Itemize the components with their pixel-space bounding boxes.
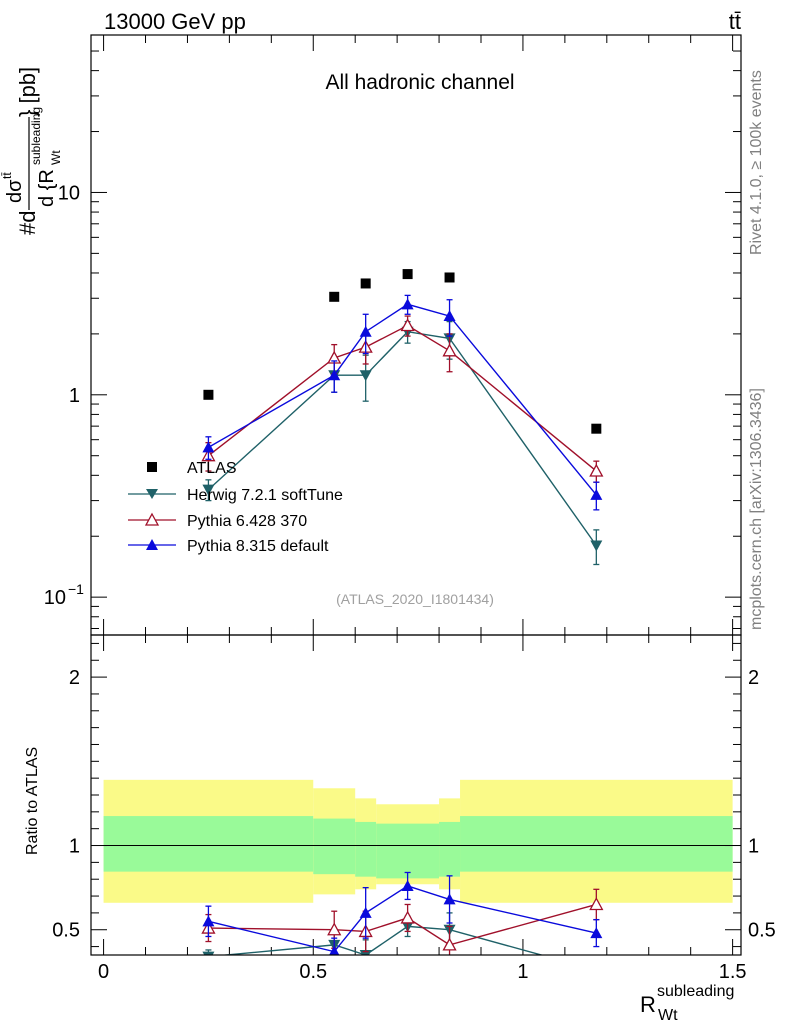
x-tick-label: 1 [517,961,528,983]
ratio-pythia6-point [327,922,342,936]
main-y-tick-label-exponent: −1 [68,581,84,597]
ratio-y-axis-label: Ratio to ATLAS [24,747,41,855]
ratio-pythia8-line [208,885,597,953]
x-tick-label: 1.5 [719,961,747,983]
x-axis-label: R subleading Wt [640,983,734,1024]
main-atlas-point [444,272,455,283]
main-pythia6-point [442,343,457,357]
x-label-sup: subleading [657,983,734,1000]
header-energy-label: 13000 GeV pp [104,9,246,34]
main-atlas-point [203,389,214,400]
y-label-numerator-sup: tt̄ [0,172,14,179]
ratio-pythia6-point [589,897,604,911]
legend-label-atlas: ATLAS [187,460,237,477]
mcplots-label: mcplots.cern.ch [arXiv:1306.3436] [748,388,765,630]
y-label-denominator: d {R [36,169,58,207]
ratio-y-tick-label-left: 2 [69,667,80,689]
main-herwig-line [207,330,597,546]
x-tick-label: 0.5 [299,961,327,983]
main-pythia8-point [328,369,341,381]
header-process-label: tt̄ [729,9,741,34]
uncertainty-band-inner [376,823,440,879]
ratio-y-tick-label-left: 1 [69,836,80,858]
main-pythia8-point [443,310,456,322]
rivet-version-label: Rivet 4.1.0, ≥ 100k events [748,70,765,255]
ratio-herwig-point [202,951,215,955]
main-pythia6-point [589,463,604,477]
main-atlas-point [329,291,340,302]
legend-marker-pythia6 [144,512,160,526]
main-herwig-point [590,540,603,552]
ratio-y-tick-label-right: 2 [748,667,759,689]
legend-label-pythia6: Pythia 6.428 370 [187,513,307,530]
main-y-tick-label: 1 [69,385,80,407]
uncertainty-band-inner [439,821,461,877]
uncertainty-band-inner [355,821,377,877]
main-pythia6-line [207,324,597,472]
ratio-pythia8-point [443,893,456,905]
ratio-pythia8-point [590,927,603,939]
uncertainty-band-inner [460,816,733,872]
y-label-denominator-sup: subleading [29,107,43,165]
ratio-y-tick-label-right: 0.5 [748,920,776,942]
x-tick-label: 0 [98,961,109,983]
legend-marker-herwig [146,489,158,499]
main-pythia8-point [590,488,603,500]
ratio-plot-frame [90,634,742,956]
ratio-herwig-line [218,925,544,955]
main-atlas-point [360,278,371,289]
main-pythia8-point [401,298,414,310]
plot-title: All hadronic channel [325,71,514,94]
legend-label-pythia8: Pythia 8.315 default [187,538,329,555]
ratio-pythia6-point [442,937,457,951]
analysis-tag: (ATLAS_2020_I1801434) [336,591,494,607]
ratio-y-tick-label-right: 1 [748,836,759,858]
main-pythia8-point [359,325,372,337]
ratio-pythia6-point [400,910,415,924]
legend-marker-pythia8 [146,539,158,550]
main-y-tick-label: 10 [58,182,80,204]
legend-label-herwig: Herwig 7.2.1 softTune [187,487,343,504]
main-herwig-point [202,484,215,496]
ratio-herwig-point [590,965,602,976]
y-label-denominator-sub: Wt [49,150,63,165]
y-label-numerator: dσ [4,179,26,203]
y-label-prefix: #d [15,211,40,235]
uncertainty-band-inner [103,816,314,872]
main-pythia8-line [208,303,597,496]
x-label-main: R [640,992,656,1017]
ratio-y-tick-label-left: 0.5 [52,920,80,942]
ratio-pythia8-point [202,915,215,927]
main-herwig-point [359,370,372,382]
legend-marker-atlas [147,462,157,472]
main-atlas-point [591,423,602,434]
ratio-pythia8-point [401,879,414,891]
legend: ATLAS Herwig 7.2.1 softTune Pythia 6.428… [128,460,343,555]
ratio-pythia8-point [329,945,340,955]
ratio-pythia8-point [359,906,372,918]
y-label-closing: } [pb] [15,67,40,117]
ratio-pythia6-line [208,903,597,946]
main-y-axis-label: #d dσ tt̄ d {R subleading Wt } [pb] [0,67,63,235]
main-y-tick-label: 10 [44,587,66,609]
main-atlas-point [402,269,413,280]
main-pythia8-point [202,441,215,453]
x-label-sub: Wt [658,1007,678,1024]
uncertainty-band-inner [313,818,356,875]
main-pythia6-point [400,318,415,332]
